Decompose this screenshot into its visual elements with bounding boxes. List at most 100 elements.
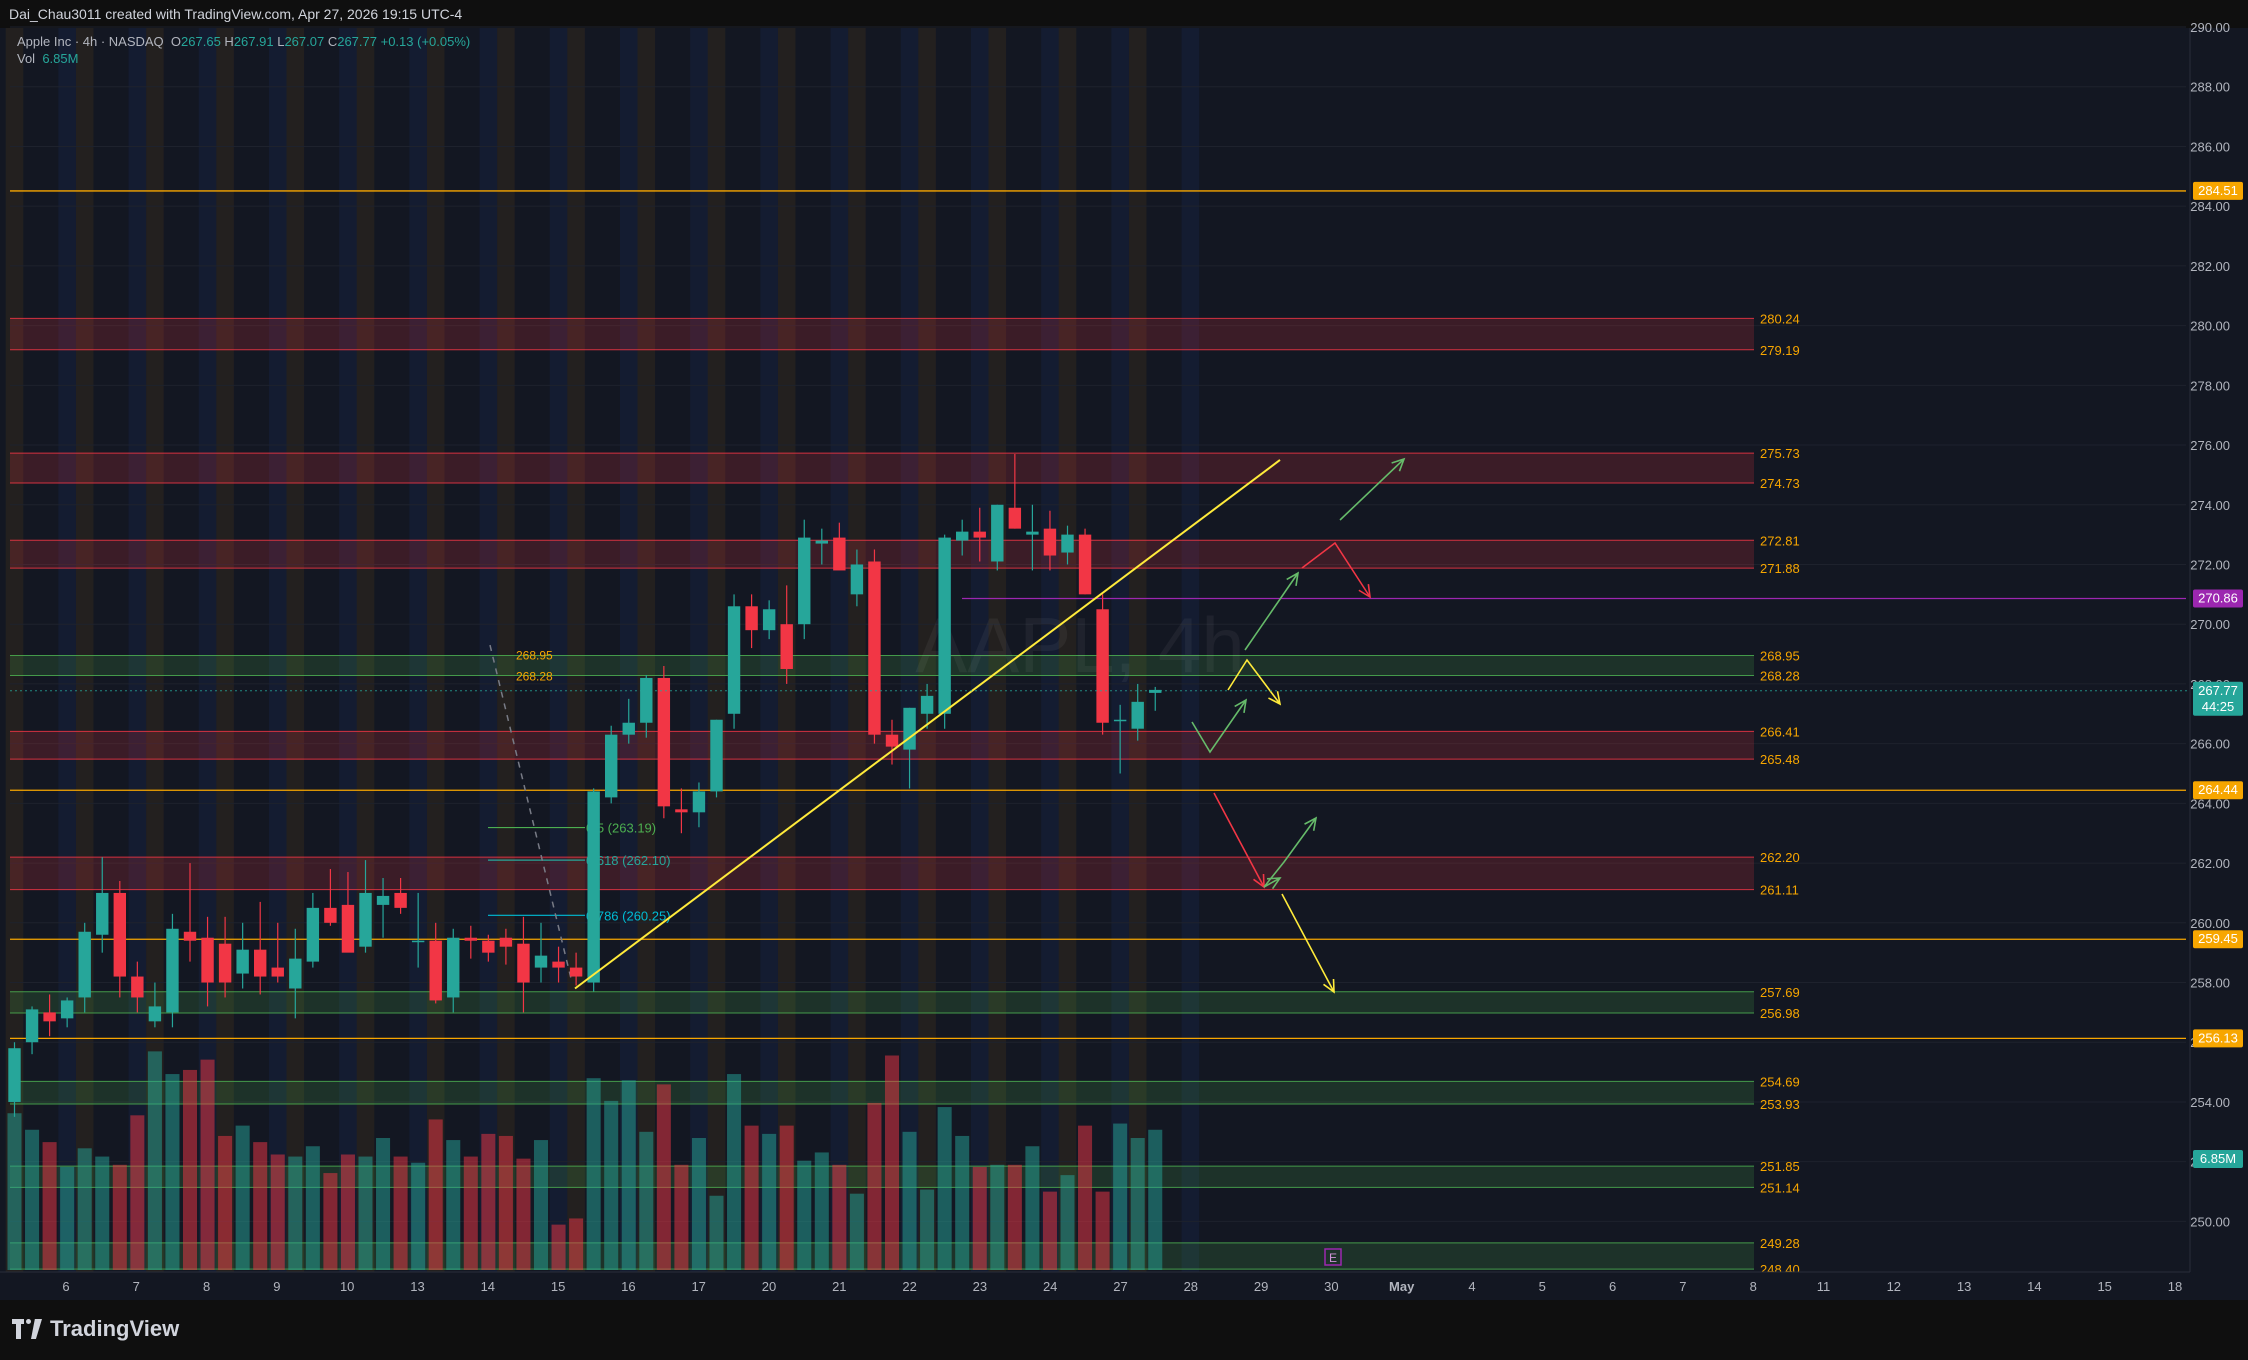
- time-tick-label: 15: [551, 1279, 565, 1294]
- price-badge-label: 256.13: [2198, 1030, 2238, 1045]
- price-tick-label: 276.00: [2190, 438, 2230, 453]
- price-badge-countdown: 44:25: [2202, 699, 2235, 714]
- premarket-band: [1058, 28, 1077, 1272]
- grid-lines: [10, 26, 2186, 1222]
- volume-bar: [1113, 1123, 1128, 1270]
- price-tick-label: 264.00: [2190, 796, 2230, 811]
- candle-body: [833, 537, 846, 571]
- premarket-band: [1128, 28, 1147, 1272]
- candle-body: [306, 907, 320, 962]
- time-tick-label: 8: [203, 1279, 210, 1294]
- candle-body: [394, 892, 407, 908]
- zone-price-label: 271.88: [1760, 561, 1800, 576]
- tradingview-brand[interactable]: TradingView: [12, 1316, 179, 1342]
- fib-retracement[interactable]: 0.5 (263.19) 0.618 (262.10) 0.786 (260.25): [488, 644, 671, 983]
- candle-body: [289, 958, 302, 989]
- price-badge: [2193, 681, 2243, 716]
- premarket-band: [848, 28, 866, 1272]
- candle-body: [938, 537, 951, 714]
- fib-level-label: 0.786 (260.25): [586, 908, 671, 923]
- zone-price-label: 257.69: [1760, 985, 1800, 1000]
- afterhours-band: [268, 28, 287, 1272]
- candle-body: [605, 734, 618, 798]
- volume-bar: [376, 1138, 391, 1270]
- volume-bar: [165, 1074, 180, 1270]
- candle-body: [359, 892, 372, 947]
- fib-trend-line: [489, 644, 573, 983]
- legend-row-volume: Vol 6.85M: [17, 50, 470, 67]
- candle-body: [183, 931, 197, 941]
- price-badge: [2193, 589, 2243, 608]
- premarket-band: [497, 28, 515, 1272]
- candle-body: [1149, 689, 1162, 693]
- volume-bar: [235, 1125, 250, 1270]
- afterhours-band: [409, 28, 427, 1272]
- volume-bar: [147, 1051, 162, 1270]
- price-tick-label: 272.00: [2190, 557, 2230, 572]
- price-badge: [2193, 181, 2243, 200]
- volume-bar: [709, 1195, 724, 1270]
- price-axis[interactable]: 250.00252.00254.00256.00258.00260.00262.…: [2189, 20, 2248, 1272]
- chart-credit: Dai_Chau3011 created with TradingView.co…: [9, 6, 463, 22]
- candle-body: [850, 564, 864, 595]
- candle-body: [675, 809, 688, 813]
- close-label: C: [327, 34, 338, 49]
- price-tick-label: 266.00: [2190, 737, 2230, 752]
- candle-body: [798, 537, 811, 625]
- earnings-marker-label: E: [1329, 1251, 1337, 1265]
- price-tick-label: 288.00: [2190, 80, 2230, 95]
- volume-bar: [200, 1059, 215, 1270]
- bounce-scenario-arrow: [1263, 817, 1317, 888]
- zone-price-label: 265.48: [1760, 752, 1800, 767]
- price-tick-label: 282.00: [2190, 259, 2230, 274]
- red-zone: [10, 731, 1754, 760]
- volume-bar: [218, 1135, 233, 1270]
- volume-bar: [937, 1107, 952, 1270]
- price-badge: [2193, 781, 2243, 800]
- volume-bar: [744, 1125, 759, 1270]
- price-chart[interactable]: 280.24 279.19 275.73 274.73 272.81 271.88 268.…: [0, 0, 2248, 1300]
- premarket-band: [5, 28, 24, 1272]
- high-value: 267.91: [233, 34, 274, 49]
- candle-body: [710, 719, 723, 792]
- candle-body: [25, 1009, 39, 1043]
- volume-bar: [639, 1131, 654, 1270]
- zone-price-label: 261.11: [1760, 883, 1799, 898]
- price-badge-label: 264.44: [2198, 782, 2238, 797]
- green-zone: [10, 991, 1754, 1013]
- time-tick-label: 18: [2168, 1279, 2182, 1294]
- afterhours-band: [619, 28, 638, 1272]
- volume-bar: [902, 1131, 917, 1270]
- volume-bar: [849, 1193, 864, 1270]
- volume-bar: [130, 1115, 145, 1270]
- volume-bar: [305, 1146, 320, 1270]
- ascending-trendline: [574, 459, 1281, 990]
- volume-bar: [25, 1129, 40, 1270]
- time-tick-label: 23: [973, 1279, 987, 1294]
- candle-body: [903, 707, 916, 750]
- time-axis[interactable]: 6 7 8 9 10 13 14 15 16 17 20 21 22 23 24 27 28 29 30 May 4 5 6…: [0, 1271, 2248, 1300]
- supply-demand-zones: 280.24 279.19 275.73 274.73 272.81 271.88 268.…: [10, 311, 1800, 1277]
- candle-body: [1113, 719, 1127, 722]
- trend-drawings[interactable]: [574, 457, 1406, 994]
- time-tick-label: 24: [1043, 1279, 1057, 1294]
- candle-body: [640, 677, 653, 723]
- earnings-marker-box[interactable]: [1324, 1248, 1342, 1266]
- price-badge-label: 267.77: [2198, 683, 2238, 698]
- bullish-scenario-arrow-head: [1286, 571, 1300, 586]
- volume-bar: [323, 1173, 338, 1270]
- time-tick-label: 6: [1609, 1279, 1616, 1294]
- close-value: 267.77: [337, 34, 377, 49]
- brand-name: TradingView: [50, 1316, 180, 1341]
- time-tick-label: 7: [1679, 1279, 1686, 1294]
- volume-bar: [797, 1160, 812, 1270]
- candle-body: [429, 940, 442, 1001]
- volume-label[interactable]: Vol: [17, 51, 36, 66]
- zone-price-label-left: 268.28: [516, 670, 553, 684]
- symbol-title[interactable]: Apple Inc · 4h · NASDAQ: [17, 34, 164, 49]
- volume-bar: [77, 1148, 92, 1270]
- afterhours-band: [128, 28, 147, 1272]
- volume-bar: [516, 1158, 531, 1270]
- volume-bar: [182, 1069, 198, 1270]
- candle-body: [376, 895, 390, 905]
